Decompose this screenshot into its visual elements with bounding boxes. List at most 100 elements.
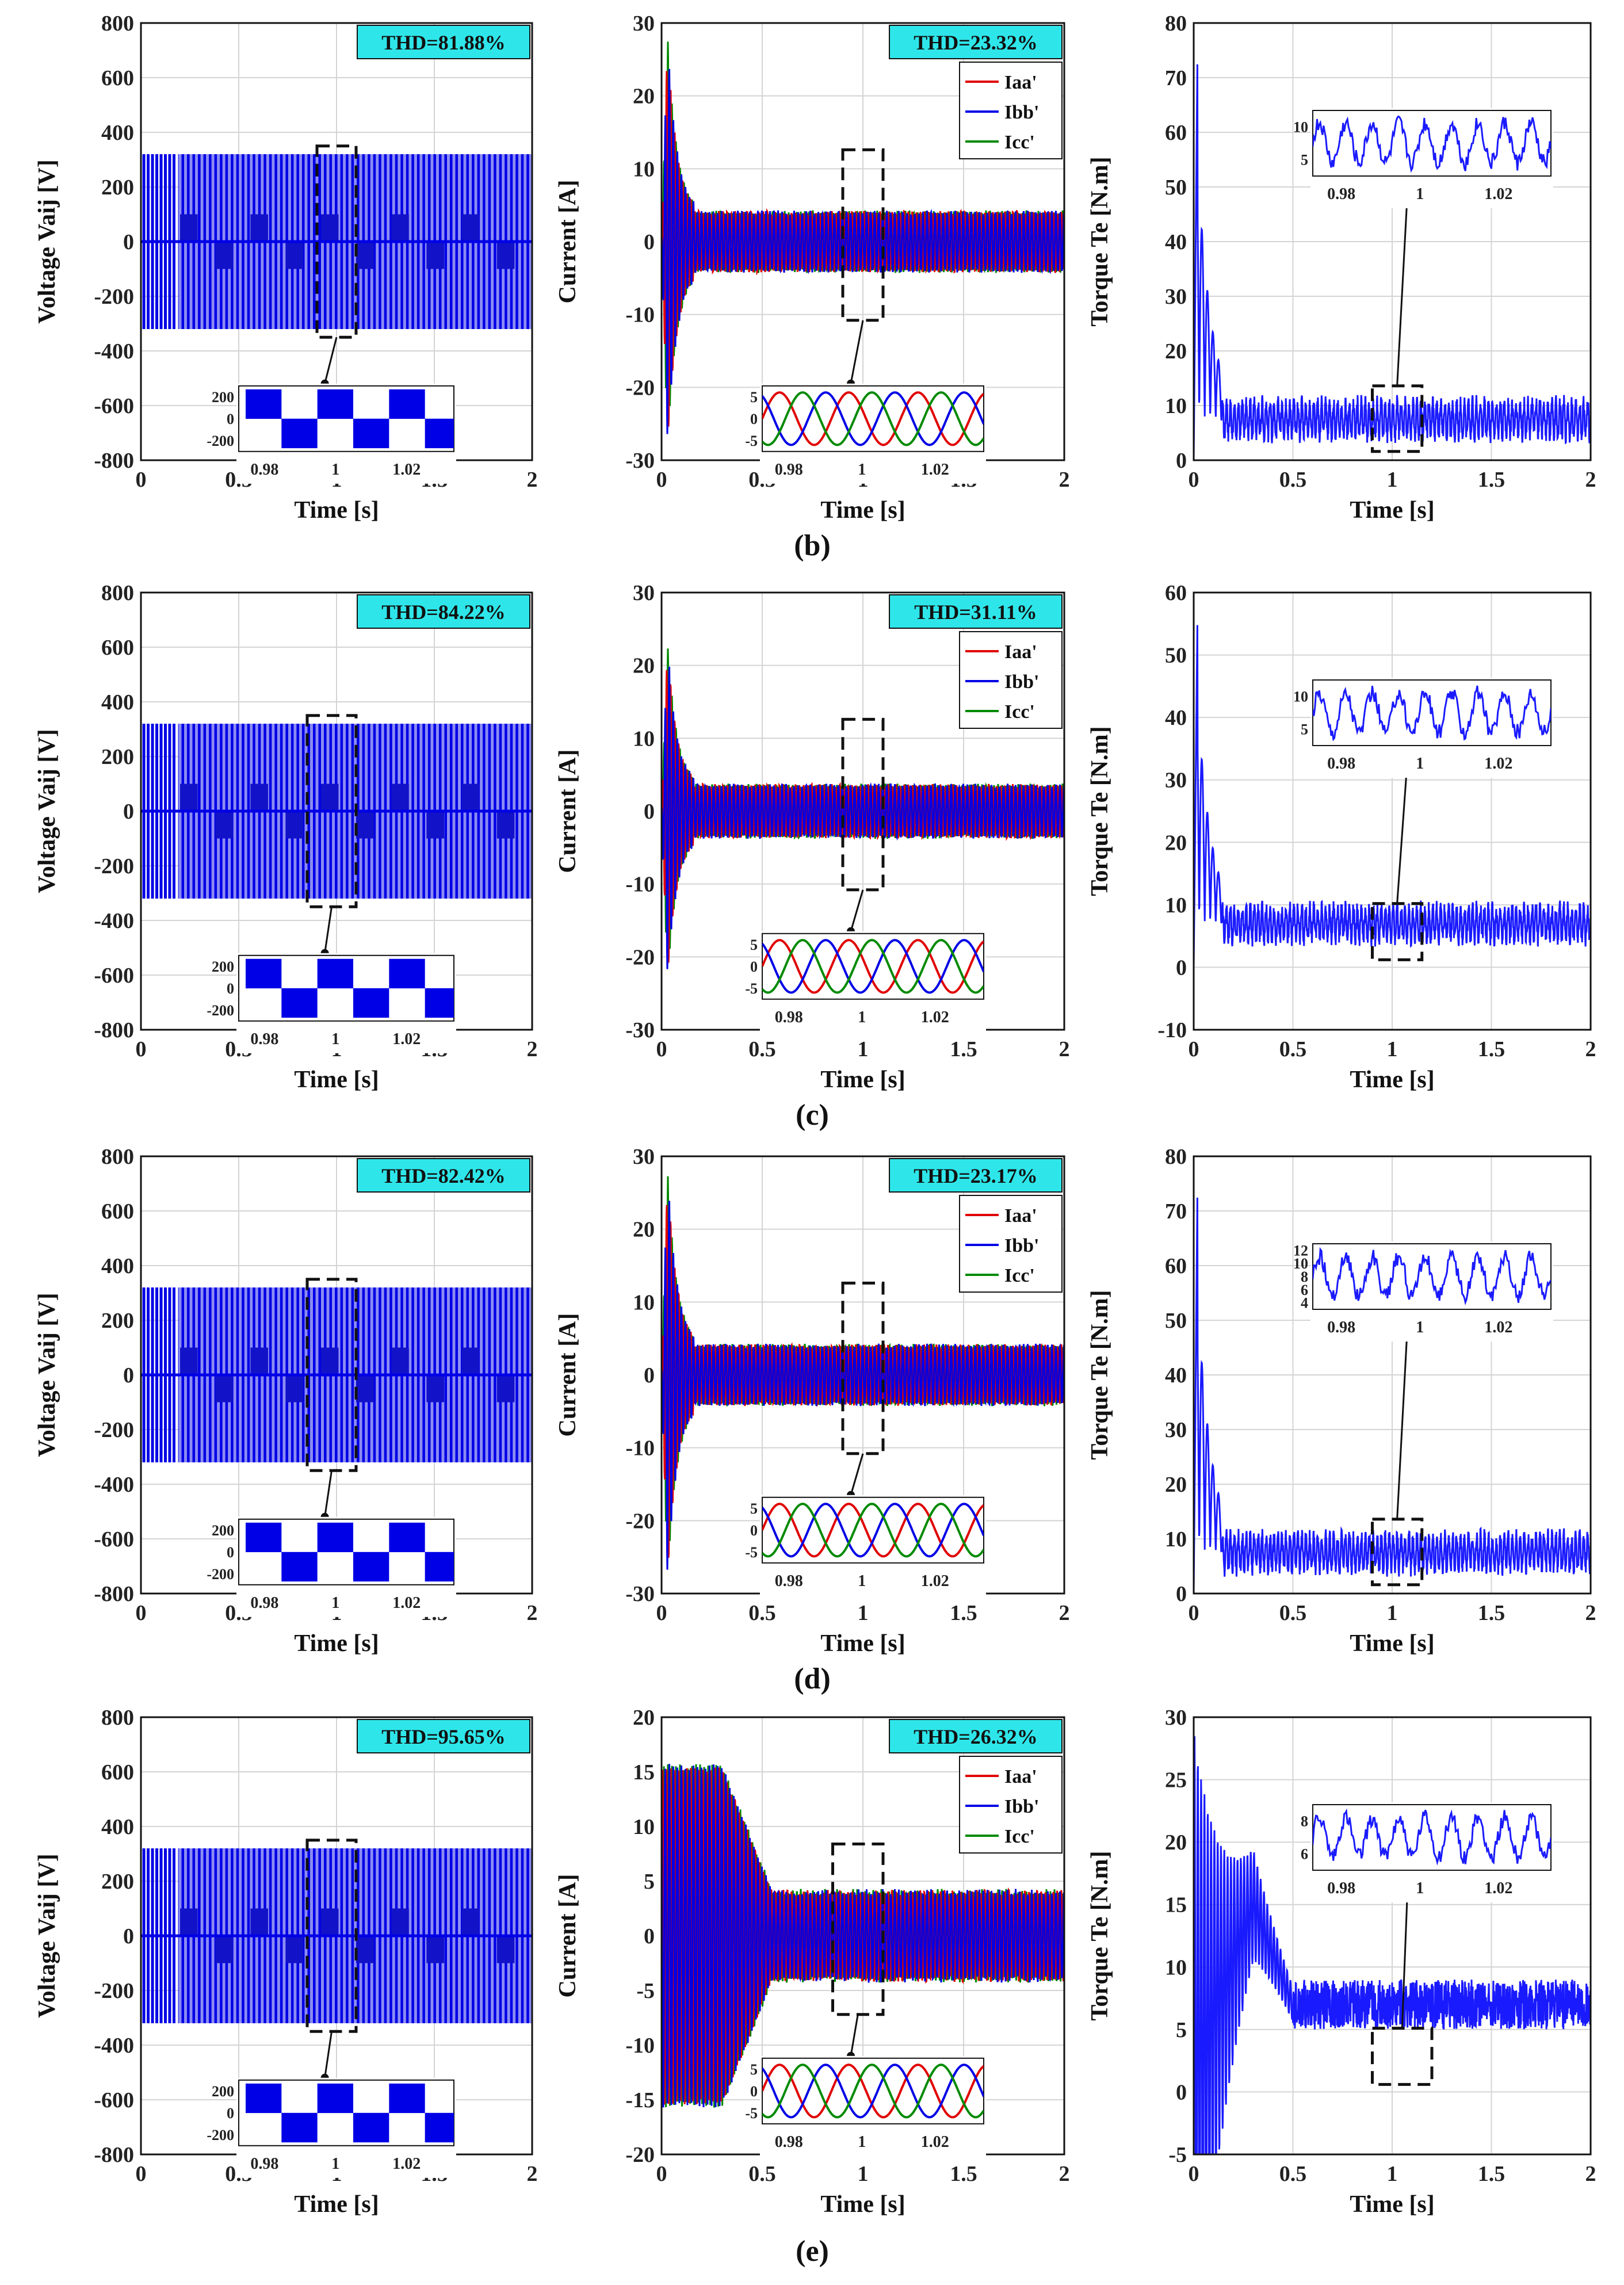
inset-x-tick: 0.98 [1327, 755, 1355, 773]
data-layer [141, 724, 532, 899]
y-tick-label: 80 [1165, 12, 1187, 36]
data-layer [1194, 1736, 1591, 2154]
current-trace-Ibb [662, 1201, 1064, 1570]
x-tick-label: 0 [656, 2162, 667, 2186]
voltage-step-block [496, 242, 515, 269]
voltage-step-block [250, 1347, 268, 1375]
y-tick-label: 0 [123, 1363, 134, 1388]
inset-y-tick: 5 [750, 937, 758, 953]
inset-y-tick: 10 [1293, 689, 1308, 705]
y-tick-label: -200 [94, 1418, 134, 1442]
zoom-window [1371, 2027, 1434, 2086]
y-tick-label: -800 [94, 1018, 134, 1042]
inset-voltage-neg [281, 418, 318, 449]
inset-torque-wave [1313, 1808, 1551, 1866]
y-tick-label: 30 [1165, 1418, 1187, 1442]
zoom-window [315, 144, 358, 339]
y-tick-label: 400 [101, 121, 134, 145]
inset-current-wave [762, 2064, 984, 2119]
voltage-step-block [180, 784, 198, 811]
inset-voltage-pos [246, 1522, 282, 1553]
x-tick-label: 1 [858, 2162, 869, 2186]
inset-voltage-pos [317, 2083, 353, 2114]
inset-x-tick: 1 [331, 1594, 339, 1612]
y-tick-label: 0 [1176, 1582, 1187, 1606]
y-tick-label: 20 [1165, 831, 1187, 855]
x-tick-label: 2 [1585, 468, 1596, 492]
y-tick-label: 600 [101, 636, 134, 660]
voltage-step-block [356, 1375, 374, 1403]
y-tick-label: -20 [625, 2143, 655, 2167]
axes-frame [1193, 1716, 1592, 2156]
y-tick-label: -600 [94, 394, 134, 418]
inset-current-wave [762, 939, 984, 994]
inset-y-tick: 5 [750, 2061, 758, 2078]
legend-label: Icc' [1004, 701, 1035, 723]
voltage-step-block [215, 1936, 233, 1963]
y-tick-label: 600 [101, 1199, 134, 1224]
y-tick-label: 20 [633, 1706, 655, 1730]
chart-panel-b-voltage: 00.511.52-800-600-400-2000200400600800Ti… [34, 12, 538, 524]
current-trace-Ibb [662, 68, 1064, 434]
thd-badge-box [357, 594, 530, 629]
inset-x-tick: 0.98 [775, 1572, 803, 1590]
chart-panel-c-voltage: 00.511.52-800-600-400-2000200400600800Ti… [34, 581, 538, 1093]
inset-data [246, 1522, 454, 1582]
voltage-step-block [496, 1936, 515, 1963]
inset-data [246, 2083, 454, 2143]
y-tick-label: 10 [1165, 394, 1187, 418]
legend-label: Iaa' [1004, 1766, 1037, 1787]
y-tick-label: 30 [633, 1145, 655, 1169]
voltage-step-block [250, 214, 268, 242]
inset-voltage-neg [425, 1552, 454, 1582]
inset-x-tick: 1 [1416, 185, 1424, 203]
inset-data [1313, 1247, 1551, 1305]
x-tick-label: 0 [1189, 1037, 1199, 1061]
y-tick-label: 600 [101, 66, 134, 90]
inset-current-wave [762, 2064, 984, 2119]
y-tick-label: 0 [123, 230, 134, 254]
x-tick-label: 1.5 [1478, 1601, 1505, 1625]
inset-x-tick: 0.98 [250, 1030, 278, 1048]
x-axis-label: Time [s] [1350, 1067, 1434, 1093]
y-tick-label: -10 [625, 303, 655, 327]
y-tick-label: -200 [94, 854, 134, 878]
y-tick-label: 20 [1165, 1831, 1187, 1855]
y-tick-label: 50 [1165, 644, 1187, 668]
y-tick-label: -800 [94, 1582, 134, 1606]
legend-label: Icc' [1004, 1826, 1035, 1847]
inset-x-tick: 1.02 [921, 1572, 949, 1590]
thd-badge: THD=95.65% [381, 1725, 506, 1748]
inset-voltage-pos [317, 389, 353, 419]
inset-x-tick: 1 [858, 461, 866, 479]
current-trace-Ibb [662, 1764, 1064, 2108]
y-tick-label: 0 [123, 1924, 134, 1948]
y-axis-label: Torque Te [N.m] [1087, 726, 1113, 896]
y-tick-label: 200 [101, 1870, 134, 1894]
x-axis-label: Time [s] [820, 1067, 905, 1093]
zoom-arrow [324, 1470, 333, 1518]
inset-y-tick: 5 [750, 1500, 758, 1517]
inset-voltage-pos [389, 958, 425, 989]
zoom-arrow [1396, 1315, 1409, 1519]
legend-label: Ibb' [1004, 671, 1040, 693]
inset-y-tick: 0 [750, 1522, 758, 1539]
x-tick-label: 0.5 [748, 1601, 776, 1625]
inset-voltage-neg [281, 1552, 318, 1582]
y-tick-label: 0 [123, 800, 134, 824]
x-tick-label: 0.5 [1279, 1601, 1307, 1625]
y-axis-label: Torque Te [N.m] [1087, 1290, 1113, 1459]
inset-voltage-neg [425, 418, 454, 449]
data-layer [141, 154, 532, 329]
thd-badge: THD=82.42% [381, 1164, 506, 1187]
inset-voltage-neg [353, 988, 389, 1018]
x-tick-label: 1.5 [950, 1601, 977, 1625]
thd-badge-box [357, 25, 530, 59]
x-tick-label: 0.5 [748, 2162, 776, 2186]
y-axis-label: Current [A] [555, 1874, 581, 1997]
inset-voltage-pos [246, 958, 282, 989]
inset-current-wave [762, 939, 984, 994]
